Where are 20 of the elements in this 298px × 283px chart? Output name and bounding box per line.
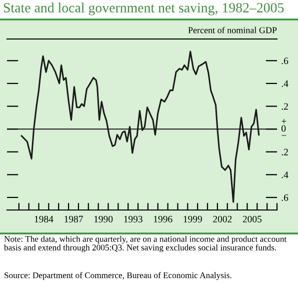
chart-title: State and local government net saving, 1982–2005 [4, 2, 284, 16]
x-tick-label: 2002 [213, 216, 232, 222]
x-tick-label: 1984 [34, 216, 54, 222]
y-tick-label: .4 [282, 80, 288, 87]
x-tick-label: 1999 [184, 216, 202, 222]
x-tick-label: 1990 [94, 216, 113, 222]
y-axis-title: Percent of nominal GDP [188, 26, 277, 34]
x-tick-label: 1996 [154, 216, 172, 222]
text: Note: The data, which are quarterly, are on a national income and product account basis and extend through 2005:Q3. Net saving excludes social insurance funds. [4, 236, 287, 252]
y-tick-label: + 0 − [282, 118, 286, 136]
y-tick-label: .2 [282, 103, 288, 110]
line-series [20, 50, 260, 203]
x-tick-label: 2005 [242, 216, 262, 222]
y-tick-label: .4 [282, 172, 288, 178]
y-tick-label: .6 [282, 194, 288, 201]
x-tick-label: 1987 [64, 216, 83, 222]
y-tick-label: .6 [282, 58, 288, 64]
x-tick-label: 1993 [124, 216, 142, 222]
y-tick-label: .2 [282, 148, 288, 156]
source-note: Source: Department of Commerce, Bureau of Economic Analysis. [4, 272, 232, 280]
